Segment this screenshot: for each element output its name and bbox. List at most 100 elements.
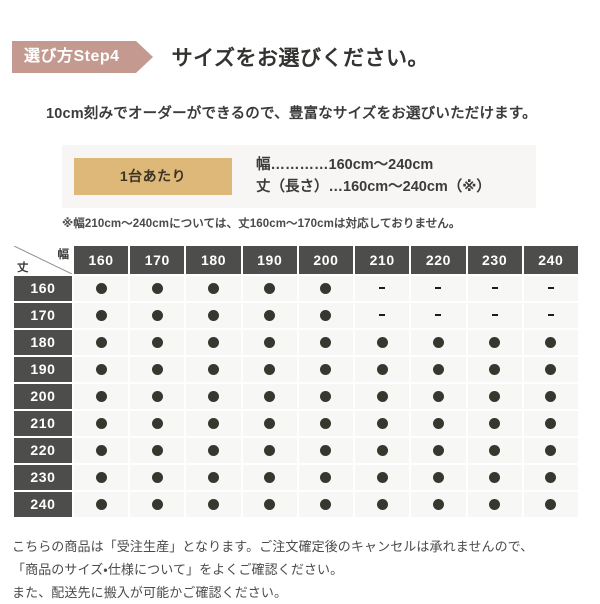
matrix-cell-available (355, 329, 410, 355)
matrix-cell-available (298, 383, 354, 409)
matrix-column-header: 240 (523, 245, 578, 274)
available-dot-icon (151, 363, 163, 375)
matrix-cell-available (523, 383, 578, 409)
matrix-column-header: 230 (467, 245, 522, 274)
available-dot-icon (376, 498, 388, 510)
matrix-cell-available (523, 410, 578, 436)
page-title: サイズをお選びください。 (171, 47, 429, 70)
matrix-row: 170 (14, 302, 578, 328)
available-dot-icon (489, 336, 501, 348)
matrix-corner-cell: 幅 丈 (14, 245, 72, 274)
available-dot-icon (208, 444, 220, 456)
matrix-cell-available (186, 383, 241, 409)
available-dot-icon (151, 471, 163, 483)
matrix-cell-available (74, 302, 129, 328)
matrix-cell-available (298, 329, 354, 355)
available-dot-icon (151, 282, 163, 294)
available-dot-icon (489, 498, 501, 510)
matrix-cell-unavailable (355, 275, 410, 301)
available-dot-icon (545, 336, 557, 348)
footer-note-line: 「商品のサイズ・仕様について」をよくご確認ください。 (12, 562, 344, 578)
matrix-cell-available (74, 383, 129, 409)
matrix-cell-unavailable (467, 302, 522, 328)
available-dot-icon (208, 282, 220, 294)
matrix-cell-available (130, 275, 185, 301)
matrix-cell-available (355, 356, 410, 382)
matrix-cell-available (130, 329, 185, 355)
matrix-cell-available (355, 491, 410, 517)
available-dot-icon (151, 498, 163, 510)
matrix-cell-available (74, 275, 129, 301)
available-dot-icon (320, 336, 332, 348)
available-dot-icon (376, 417, 388, 429)
matrix-row: 200 (14, 383, 578, 409)
matrix-cell-available (411, 464, 466, 490)
matrix-column-header: 220 (411, 245, 466, 274)
available-dot-icon (151, 336, 163, 348)
available-dot-icon (151, 417, 163, 429)
matrix-cell-available (242, 275, 297, 301)
available-dot-icon (489, 417, 501, 429)
matrix-column-header: 160 (74, 245, 129, 274)
spec-lines: 幅…………160cm〜240cm 丈（長さ）…160cm〜240cm（※） (256, 154, 491, 199)
matrix-cell-available (130, 464, 185, 490)
matrix-cell-available (74, 437, 129, 463)
matrix-cell-available (242, 302, 297, 328)
available-dot-icon (95, 444, 107, 456)
size-matrix-body: 160 170 180 190 200 210 220 230 240 (14, 275, 578, 517)
available-dot-icon (376, 390, 388, 402)
available-dot-icon (151, 390, 163, 402)
available-dot-icon (320, 444, 332, 456)
matrix-cell-available (411, 491, 466, 517)
unavailable-dash-icon (491, 287, 498, 290)
size-matrix: 幅 丈 160 170 180 190 200 210 220 230 240 160 170 18… (12, 244, 580, 519)
matrix-column-header: 170 (130, 245, 185, 274)
matrix-row: 240 (14, 491, 578, 517)
matrix-cell-available (74, 410, 129, 436)
available-dot-icon (208, 417, 220, 429)
available-dot-icon (545, 363, 557, 375)
available-dot-icon (95, 336, 107, 348)
matrix-cell-unavailable (411, 275, 466, 301)
matrix-cell-available (411, 356, 466, 382)
matrix-cell-available (242, 356, 297, 382)
size-matrix-header-row: 幅 丈 160 170 180 190 200 210 220 230 240 (14, 245, 578, 274)
available-dot-icon (489, 390, 501, 402)
matrix-column-header: 200 (298, 245, 354, 274)
available-dot-icon (432, 417, 444, 429)
matrix-cell-available (74, 464, 129, 490)
spec-length-line: 丈（長さ）…160cm〜240cm（※） (256, 179, 491, 196)
available-dot-icon (545, 498, 557, 510)
unavailable-dash-icon (547, 314, 554, 317)
matrix-cell-unavailable (467, 275, 522, 301)
matrix-cell-available (242, 437, 297, 463)
available-dot-icon (95, 417, 107, 429)
matrix-row-axis-label: 丈 (17, 261, 29, 274)
matrix-cell-available (523, 356, 578, 382)
available-dot-icon (264, 309, 276, 321)
matrix-cell-available (186, 275, 241, 301)
step-badge: 選び方Step4 (12, 41, 153, 73)
matrix-cell-available (186, 329, 241, 355)
matrix-column-header: 180 (186, 245, 241, 274)
matrix-cell-available (523, 464, 578, 490)
available-dot-icon (264, 417, 276, 429)
available-dot-icon (208, 309, 220, 321)
lead-paragraph: 10cm刻みでオーダーができるので、豊富なサイズをお選びいただけます。 (46, 106, 537, 122)
available-dot-icon (95, 390, 107, 402)
available-dot-icon (320, 363, 332, 375)
available-dot-icon (264, 498, 276, 510)
matrix-row-header: 240 (14, 491, 72, 517)
matrix-row-header: 230 (14, 464, 72, 490)
matrix-cell-available (130, 410, 185, 436)
matrix-cell-available (242, 383, 297, 409)
matrix-cell-available (242, 464, 297, 490)
footer-note-line: こちらの商品は「受注生産」となります。ご注文確定後のキャンセルは承れませんので、 (12, 538, 534, 554)
available-dot-icon (208, 498, 220, 510)
matrix-cell-available (298, 275, 354, 301)
available-dot-icon (320, 417, 332, 429)
unavailable-dash-icon (379, 287, 386, 290)
available-dot-icon (320, 390, 332, 402)
matrix-cell-available (74, 356, 129, 382)
matrix-column-header: 190 (242, 245, 297, 274)
